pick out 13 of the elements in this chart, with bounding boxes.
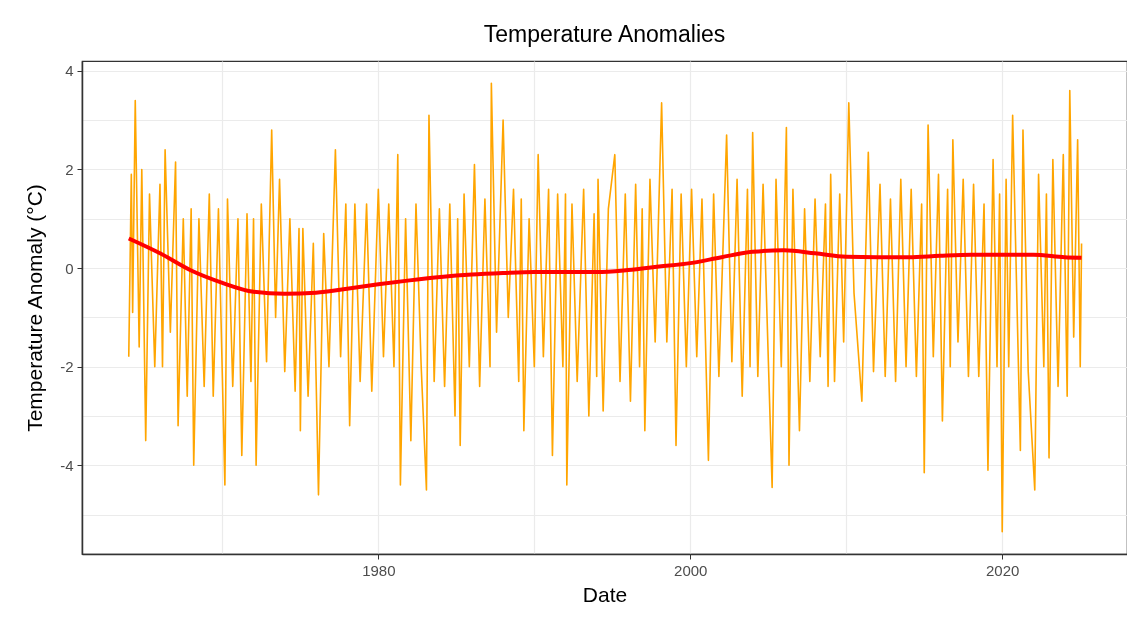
x-tick-label: 2020 bbox=[986, 561, 1020, 579]
y-tick-label: -4 bbox=[60, 456, 74, 474]
line-series bbox=[127, 82, 1083, 533]
y-tick-label: 4 bbox=[65, 62, 74, 80]
y-tick-label: 2 bbox=[65, 160, 74, 178]
chart-title: Temperature Anomalies bbox=[483, 21, 726, 47]
y-tick-label: -2 bbox=[60, 358, 74, 376]
x-tick-label: 2000 bbox=[674, 561, 708, 579]
line-series bbox=[126, 236, 1084, 296]
x-axis-title: Date bbox=[582, 582, 628, 606]
x-tick-label: 1980 bbox=[362, 561, 396, 579]
y-axis-title: Temperature Anomaly (°C) bbox=[23, 184, 47, 432]
y-tick-label: 0 bbox=[65, 259, 74, 277]
